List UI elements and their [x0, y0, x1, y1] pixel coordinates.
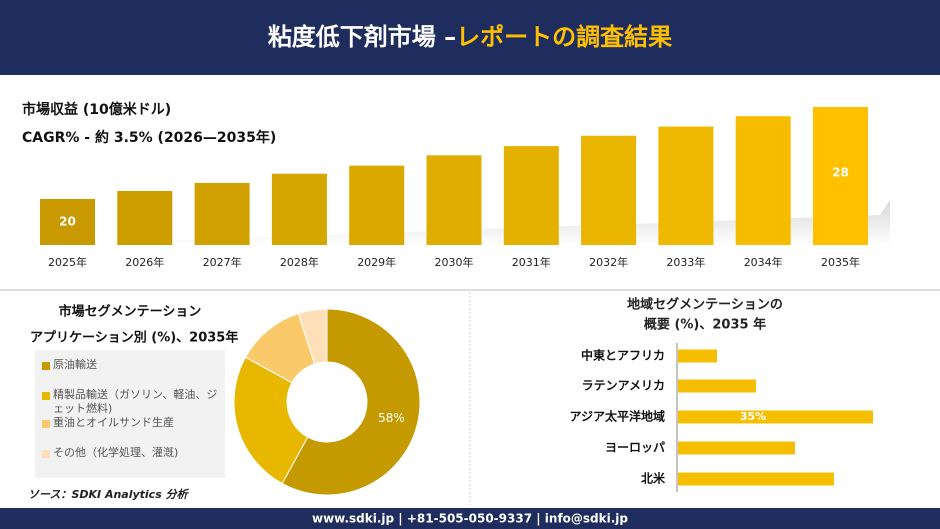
header-title: 粘度低下剤市場 –レポートの調査結果	[268, 23, 672, 51]
bar	[40, 199, 95, 245]
x-tick-label: 2027年	[203, 255, 242, 269]
legend-label: その他（化学処理、灌漑)	[53, 446, 179, 459]
bar	[735, 116, 791, 245]
legend-box	[35, 350, 225, 478]
x-tick-label: 2026年	[125, 255, 164, 269]
bar	[117, 190, 173, 245]
x-tick-label: 2029年	[357, 255, 396, 269]
y-tick-label: 中東とアフリカ	[581, 348, 665, 363]
donut-slice	[233, 356, 309, 485]
legend-entry: 原油輸送	[53, 358, 97, 371]
bar	[581, 135, 637, 245]
x-tick-label: 2030年	[435, 255, 474, 269]
data-label: 58%	[378, 411, 405, 425]
bar-title: 市場収益 (10億米ドル)	[22, 101, 171, 118]
bar	[194, 182, 250, 245]
bar	[678, 441, 795, 455]
legend-swatch	[42, 392, 50, 400]
bar	[678, 410, 873, 424]
bar	[678, 472, 834, 486]
x-tick-label: 2031年	[512, 255, 551, 269]
bar	[813, 107, 868, 245]
bar	[426, 155, 482, 245]
title-highlight: レポートの調査結果	[456, 23, 672, 51]
legend-swatch	[42, 450, 50, 458]
header-bar	[0, 0, 940, 75]
legend-label: 精製品輸送（ガソリン、軽油、ジェット燃料)	[53, 388, 218, 415]
y-tick-label: ヨーロッパ	[605, 441, 665, 455]
legend-label: 原油輸送	[53, 358, 97, 371]
donut-slice	[297, 308, 328, 365]
bar-subtitle: CAGR% - 約 3.5% (2026—2035年)	[22, 129, 276, 146]
y-tick-label: アジア太平洋地域	[569, 409, 665, 424]
data-label: 20	[59, 215, 76, 229]
footer-bar	[0, 508, 940, 529]
bar	[678, 349, 717, 363]
y-tick-label: ラテンアメリカ	[582, 379, 665, 393]
x-tick-label: 2033年	[666, 255, 705, 269]
donut-subtitle: アプリケーション別 (%)、2035年	[30, 330, 238, 346]
source: ソース：SDKI Analytics 分析	[28, 488, 190, 501]
x-tick-label: 2034年	[744, 255, 783, 269]
bar	[349, 165, 405, 245]
legend-entry: その他（化学処理、灌漑)	[53, 446, 179, 459]
footer: www.sdki.jp | +81-505-050-9337 | info@sd…	[312, 512, 628, 526]
hbar-title: 地域セグメンテーションの	[627, 297, 783, 313]
data-label: 35%	[740, 410, 766, 423]
legend-swatch	[42, 362, 50, 370]
x-tick-label: 2025年	[48, 255, 87, 269]
y-tick-label: 北米	[641, 471, 666, 486]
legend-label: 重油とオイルサンド生産	[53, 416, 174, 429]
hbar-subtitle: 概要 (%)、2035 年	[644, 317, 766, 333]
donut-slice	[281, 308, 421, 496]
bar	[271, 173, 327, 245]
x-tick-label: 2032年	[589, 255, 628, 269]
x-tick-label: 2035年	[821, 255, 860, 269]
x-tick-label: 2028年	[280, 255, 319, 269]
donut-title: 市場セグメンテーション	[59, 304, 202, 320]
bar	[503, 146, 559, 245]
data-label: 28	[832, 166, 849, 180]
legend-swatch	[42, 420, 50, 428]
legend-entry: 精製品輸送（ガソリン、軽油、ジェット燃料)	[53, 388, 218, 415]
title-main: 粘度低下剤市場 –	[268, 23, 456, 51]
legend-entry: 重油とオイルサンド生産	[53, 416, 174, 429]
bar	[678, 379, 756, 393]
bar	[658, 126, 714, 245]
